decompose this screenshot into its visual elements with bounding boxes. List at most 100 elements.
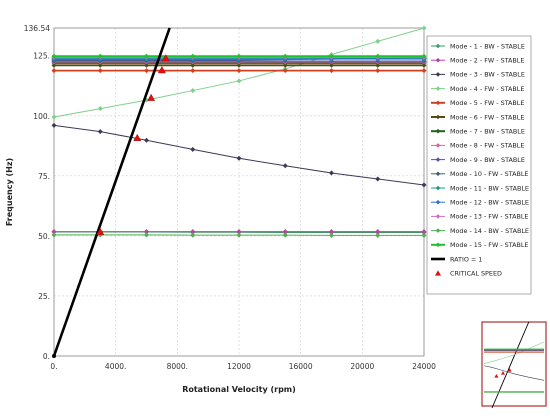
y-tick-label: 0. xyxy=(43,352,50,361)
inset-critical-marker xyxy=(507,368,512,372)
series-point xyxy=(375,38,381,44)
legend-entry: Mode - 5 - FW - STABLE xyxy=(431,99,524,107)
legend-entry: Mode - 7 - BW - STABLE xyxy=(431,128,525,136)
legend-swatch-marker xyxy=(435,128,441,134)
series-point xyxy=(51,68,57,74)
y-tick-label: 75. xyxy=(38,172,50,181)
grid-lines xyxy=(53,27,425,357)
critical-speed-marker xyxy=(157,66,166,74)
x-tick-label: 4000. xyxy=(105,362,126,371)
plot-frame xyxy=(53,27,425,357)
inset-content xyxy=(483,321,545,409)
x-axis-title: Rotational Velocity (rpm) xyxy=(182,385,296,394)
overview-inset[interactable] xyxy=(481,321,547,409)
inset-series-line xyxy=(483,341,545,364)
legend-label: RATIO = 1 xyxy=(450,255,482,263)
legend-label: Mode - 9 - BW - STABLE xyxy=(450,156,525,164)
legend-label: Mode - 3 - BW - STABLE xyxy=(450,71,525,79)
series-point xyxy=(421,53,427,59)
series-point xyxy=(236,78,242,84)
inset-frame xyxy=(481,321,547,407)
series-point xyxy=(236,53,242,59)
legend-entry-ratio: RATIO = 1 xyxy=(431,255,482,263)
inset-critical-marker xyxy=(494,374,499,378)
ratio-line-origin xyxy=(52,354,56,358)
legend-swatch-marker xyxy=(435,270,441,276)
legend-swatch-marker xyxy=(435,86,441,91)
legend-entry: Mode - 10 - FW - STABLE xyxy=(431,170,528,178)
series-point xyxy=(143,232,150,238)
inset-series-line xyxy=(483,365,545,381)
legend-label: Mode - 1 - BW - STABLE xyxy=(450,42,525,50)
legend-entry: Mode - 14 - BW - STABLE xyxy=(431,227,529,235)
legend-entry: Mode - 1 - BW - STABLE xyxy=(431,42,525,50)
inset-critical-marker xyxy=(501,371,505,375)
legend: Mode - 1 - BW - STABLE Mode - 2 - FW - ST… xyxy=(426,35,532,295)
legend-swatch-marker xyxy=(435,57,441,63)
tick-labels: 0. 4000. 8000. 12000 16000 20000 24000 0. 25. 50.… xyxy=(24,24,436,371)
series-point xyxy=(328,170,335,176)
series-point xyxy=(190,232,196,238)
series-layer xyxy=(51,25,427,238)
series-point xyxy=(282,53,288,59)
legend-swatch-marker xyxy=(435,199,441,205)
legend-swatch-marker xyxy=(435,171,441,177)
ratio-line-layer xyxy=(52,27,171,358)
series-point xyxy=(421,68,427,74)
legend-label: Mode - 6 - FW - STABLE xyxy=(450,113,524,121)
series-point xyxy=(190,68,196,74)
y-tick-label: 100. xyxy=(33,112,50,121)
legend-entry: Mode - 6 - FW - STABLE xyxy=(431,113,524,121)
critical-speed-marker xyxy=(161,54,170,62)
legend-entry: Mode - 13 - FW - STABLE xyxy=(431,213,528,221)
y-tick-label: 136.54 xyxy=(24,24,50,33)
legend-label: Mode - 5 - FW - STABLE xyxy=(450,99,524,107)
legend-entry: Mode - 15 - FW - STABLE xyxy=(431,241,528,249)
series-point xyxy=(97,53,103,59)
x-tick-label: 0. xyxy=(50,362,57,371)
ratio-line xyxy=(52,27,171,357)
series-point xyxy=(190,87,196,94)
legend-entry: Mode - 3 - BW - STABLE xyxy=(431,71,525,79)
legend-box xyxy=(426,35,532,295)
y-tick-label: 50. xyxy=(38,232,50,241)
legend-entry: Mode - 11 - BW - STABLE xyxy=(431,184,529,192)
legend-swatch-marker xyxy=(435,43,441,49)
series-mode-15 xyxy=(51,53,427,59)
x-tick-label: 16000 xyxy=(289,362,313,371)
legend-items: Mode - 1 - BW - STABLE Mode - 2 - FW - ST… xyxy=(431,42,529,278)
legend-label: Mode - 12 - BW - STABLE xyxy=(450,199,529,207)
legend-label: Mode - 11 - BW - STABLE xyxy=(450,184,529,192)
series-point xyxy=(236,232,242,238)
legend-entry: Mode - 12 - BW - STABLE xyxy=(431,199,529,207)
series-point xyxy=(375,53,381,59)
series-point xyxy=(236,155,242,161)
series-point xyxy=(328,53,335,59)
series-point xyxy=(375,232,381,238)
series-point xyxy=(421,25,427,31)
series-point xyxy=(375,176,381,182)
series-point xyxy=(51,232,57,238)
legend-entry: Mode - 4 - FW - STABLE xyxy=(431,85,524,93)
series-mode-4 xyxy=(51,25,427,120)
critical-speed-marker xyxy=(133,133,142,141)
legend-label: CRITICAL SPEED xyxy=(450,270,502,278)
legend-swatch-marker xyxy=(435,228,441,233)
series-point xyxy=(375,68,381,74)
legend-label: Mode - 8 - FW - STABLE xyxy=(450,142,524,150)
series-point xyxy=(282,68,288,74)
legend-swatch-marker xyxy=(435,72,441,77)
legend-swatch-marker xyxy=(435,114,441,120)
legend-swatch-marker xyxy=(435,242,441,248)
series-point xyxy=(51,114,57,120)
legend-entry: Mode - 9 - BW - STABLE xyxy=(431,156,525,164)
critical-speed-marker xyxy=(147,93,156,101)
legend-swatch-marker xyxy=(435,143,441,148)
legend-entry-critical: CRITICAL SPEED xyxy=(435,270,502,278)
x-tick-label: 12000 xyxy=(227,362,251,371)
legend-swatch-marker xyxy=(435,185,441,191)
series-mode-5 xyxy=(51,68,427,74)
series-point xyxy=(143,137,150,143)
critical-speed-marker xyxy=(96,227,105,235)
legend-label: Mode - 13 - FW - STABLE xyxy=(450,213,528,221)
